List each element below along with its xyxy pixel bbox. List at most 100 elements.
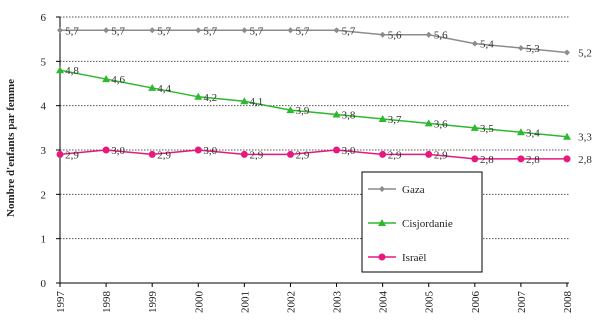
x-tick-label: 2001 (239, 291, 251, 313)
data-point (563, 155, 571, 163)
data-point (102, 146, 110, 154)
data-point (378, 114, 387, 122)
x-tick-label: 1999 (147, 291, 159, 314)
x-tick-label: 2002 (285, 291, 297, 313)
data-label: 5,7 (111, 25, 125, 37)
x-tick-label: 2000 (193, 291, 205, 314)
data-label: 3,0 (342, 145, 356, 157)
data-label: 5,7 (203, 25, 217, 37)
data-label: 2,9 (65, 149, 79, 161)
data-label: 2,9 (388, 149, 402, 161)
data-label: 2,8 (480, 154, 494, 166)
data-point (286, 150, 294, 158)
gridlines (60, 16, 569, 240)
data-label: 5,6 (388, 30, 402, 42)
data-label: 2,8 (526, 154, 540, 166)
data-label: 2,9 (434, 149, 448, 161)
legend-label: Israël (402, 252, 426, 264)
legend: Gaza Cisjordanie Israël (361, 171, 483, 273)
data-point (516, 128, 525, 136)
data-point (240, 97, 249, 105)
data-point (286, 106, 295, 114)
data-label: 3,0 (111, 145, 125, 157)
data-label: 2,8 (578, 154, 592, 166)
data-point (517, 45, 524, 52)
y-axis-label: Nombre d'enfants par femme (5, 79, 17, 217)
y-tick-label: 3 (41, 145, 47, 157)
legend-item-cisjordanie: Cisjordanie (368, 218, 453, 230)
data-label: 3,6 (434, 118, 448, 130)
data-point (241, 27, 248, 34)
y-tick-label: 6 (41, 12, 47, 24)
series-line-gaza (60, 29, 568, 54)
data-point (333, 146, 341, 154)
data-point (149, 27, 156, 34)
series-cisjordanie: 4,8 4,6 4,4 4,2 4,1 3,9 3,8 3,7 3,6 3,5 3,4 3,3 (56, 65, 592, 144)
data-point (103, 27, 110, 34)
x-tick-label: 2007 (516, 291, 528, 314)
data-point (332, 110, 341, 118)
series-isra-l: 2,9 3,0 2,9 3,0 2,9 2,9 3,0 2,9 2,9 2,8 2,8 2,8 (56, 145, 592, 166)
data-label: 5,7 (249, 25, 263, 37)
data-point (563, 132, 571, 140)
y-tick-label: 4 (41, 101, 47, 113)
x-tick-label: 1998 (101, 291, 113, 314)
y-tick-labels: 0 1 2 3 4 5 6 (41, 12, 60, 290)
data-point (333, 27, 340, 34)
series-group: 5,7 5,7 5,7 5,7 5,7 5,7 5,7 5,6 5,65,4 5,3 5,24,84… (56, 25, 592, 166)
legend-item-gaza: Gaza (368, 184, 425, 196)
data-label: 4,8 (65, 65, 79, 77)
data-point (195, 27, 202, 34)
data-label: 3,4 (526, 127, 540, 139)
data-label: 5,7 (65, 25, 79, 37)
data-point (470, 123, 479, 131)
data-point (56, 150, 64, 158)
x-tick-label: 2005 (424, 291, 436, 314)
data-label: 3,5 (480, 123, 494, 135)
data-point (471, 155, 479, 163)
legend-label: Gaza (402, 184, 425, 196)
data-label: 4,4 (157, 83, 171, 95)
data-label: 3,7 (388, 114, 402, 126)
x-tick-labels: 1997 1998 1999 2000 2001 2002 2003 2004 2005 2006… (55, 283, 574, 313)
y-tick-label: 0 (41, 278, 47, 290)
legend-item-isra-l: Israël (368, 252, 426, 264)
x-tick-label: 2008 (562, 291, 574, 314)
data-point (471, 40, 478, 47)
data-point (194, 146, 202, 154)
x-tick-label: 1997 (55, 291, 67, 314)
data-point (425, 31, 432, 38)
data-label: 4,2 (203, 92, 217, 104)
data-label: 5,2 (578, 47, 592, 59)
legend-swatch-marker (379, 186, 385, 192)
data-point (379, 31, 386, 38)
series-line-cisjordanie (59, 69, 568, 138)
y-tick-label: 5 (41, 56, 47, 68)
data-label: 2,9 (296, 149, 310, 161)
data-point (148, 150, 156, 158)
data-label: 5,4 (480, 39, 494, 51)
data-label: 5,3 (526, 43, 540, 55)
data-point (240, 150, 248, 158)
y-tick-label: 1 (41, 234, 47, 246)
x-tick-label: 2004 (378, 291, 390, 314)
legend-label: Cisjordanie (402, 218, 453, 230)
data-point (148, 83, 157, 91)
data-label: 5,7 (296, 25, 310, 37)
data-label: 3,0 (203, 145, 217, 157)
data-point (564, 49, 570, 56)
y-tick-label: 2 (41, 189, 47, 201)
data-point (517, 155, 525, 163)
data-label: 5,7 (157, 25, 171, 37)
x-tick-label: 2003 (332, 291, 344, 314)
x-tick-label: 2006 (470, 291, 482, 314)
legend-swatch-marker (378, 253, 386, 261)
data-label: 3,3 (578, 132, 592, 144)
data-label: 4,6 (111, 74, 125, 86)
series-line-isra-l (59, 149, 567, 160)
data-point (287, 27, 294, 34)
data-label: 3,8 (342, 110, 356, 122)
data-point (57, 27, 63, 34)
data-label: 3,9 (296, 105, 310, 117)
